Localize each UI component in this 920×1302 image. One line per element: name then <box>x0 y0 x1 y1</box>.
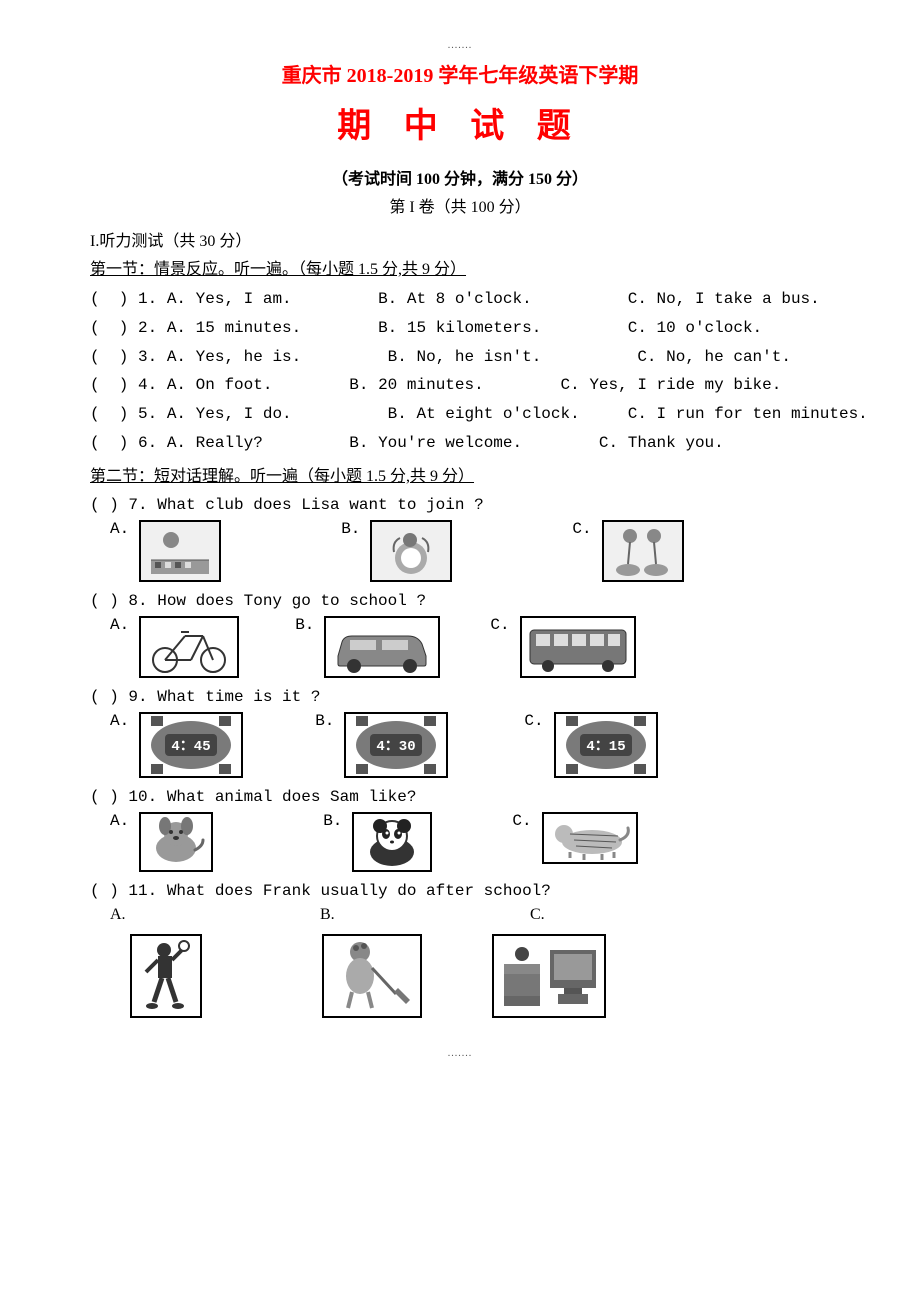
q4-a: On foot. <box>196 376 273 394</box>
q10-a-image <box>139 812 213 872</box>
q11-c-label: C. <box>530 906 545 924</box>
q8-a-label: A. <box>110 616 129 634</box>
q9-b-time: 4：30 <box>377 739 416 755</box>
paper-section-label: 第 I 卷（共 100 分） <box>90 193 830 217</box>
q9-b-label: B. <box>315 712 334 730</box>
q4-num: 4 <box>138 376 148 394</box>
q4: ( ) 4. A. On foot. B. 20 minutes. C. Yes… <box>90 371 830 400</box>
q7-a-label: A. <box>110 520 129 538</box>
q11-labels: A. B. C. <box>90 906 830 924</box>
q1-num: 1 <box>138 290 148 308</box>
q4-c: Yes, I ride my bike. <box>589 376 781 394</box>
q7-option-a: A. <box>110 520 221 582</box>
q10-option-a: A. <box>110 812 213 872</box>
q9-option-a: A. 4：45 <box>110 712 243 778</box>
q1-b: At 8 o'clock. <box>407 290 532 308</box>
q8-c-image <box>520 616 636 678</box>
q8-c-label: C. <box>490 616 509 634</box>
q7-a-image <box>139 520 221 582</box>
q5: ( ) 5. A. Yes, I do. B. At eight o'clock… <box>90 400 830 429</box>
page: ....... 重庆市 2018-2019 学年七年级英语下学期 期 中 试 题… <box>0 0 920 1099</box>
title-line2: 期 中 试 题 <box>90 98 830 147</box>
q7-c-label: C. <box>572 520 591 538</box>
q8-options: A. B. <box>90 616 830 678</box>
q1-c: No, I take a bus. <box>657 290 820 308</box>
q11-a-image <box>130 934 202 1018</box>
q9-b-image: 4：30 <box>344 712 448 778</box>
q10-options: A. B. <box>90 812 830 872</box>
q2-a: 15 minutes. <box>196 319 302 337</box>
q11-text: ( ) 11. What does Frank usually do after… <box>90 882 830 900</box>
q9-option-b: B. 4：30 <box>315 712 448 778</box>
top-dots: ....... <box>90 40 830 51</box>
q6-b: You're welcome. <box>378 434 522 452</box>
q9-a-image: 4：45 <box>139 712 243 778</box>
q9-text: ( ) 9. What time is it ? <box>90 688 830 706</box>
q8-a-image <box>139 616 239 678</box>
q6-c: Thank you. <box>628 434 724 452</box>
q8-b-label: B. <box>295 616 314 634</box>
q10-a-label: A. <box>110 812 129 830</box>
q10-option-c: C. <box>512 812 637 864</box>
q8-option-a: A. <box>110 616 239 678</box>
section1-header: 第一节：情景反应。听一遍。（每小题 1.5 分,共 9 分） <box>90 255 830 279</box>
q1: ( ) 1. A. Yes, I am. B. At 8 o'clock. C.… <box>90 285 830 314</box>
q9-c-label: C. <box>524 712 543 730</box>
q9-c-time: 4：15 <box>586 739 625 755</box>
q10-b-label: B. <box>323 812 342 830</box>
q9-c-image: 4：15 <box>554 712 658 778</box>
q3-b: No, he isn't. <box>416 348 541 366</box>
q3-num: 3 <box>138 348 148 366</box>
q10-text: ( ) 10. What animal does Sam like? <box>90 788 830 806</box>
q7-option-c: C. <box>572 520 683 582</box>
q5-a: Yes, I do. <box>196 405 292 423</box>
q10-c-image <box>542 812 638 864</box>
q7-b-image <box>370 520 452 582</box>
q9-a-time: 4：45 <box>172 739 211 755</box>
q11-a-label: A. <box>110 906 310 924</box>
q3-c: No, he can't. <box>666 348 791 366</box>
listening-header: I.听力测试（共 30 分） <box>90 227 830 251</box>
q7-options: A. B. <box>90 520 830 582</box>
q11-c-image <box>492 934 606 1018</box>
q10-option-b: B. <box>323 812 432 872</box>
q10-b-image <box>352 812 432 872</box>
q4-b: 20 minutes. <box>378 376 484 394</box>
bottom-dots: ....... <box>90 1048 830 1059</box>
q7-c-image <box>602 520 684 582</box>
q11-options <box>90 934 830 1018</box>
q11-b-label: B. <box>320 906 520 924</box>
exam-info: （考试时间 100 分钟，满分 150 分） <box>90 165 830 189</box>
q9-option-c: C. 4：15 <box>524 712 657 778</box>
title-line1: 重庆市 2018-2019 学年七年级英语下学期 <box>90 59 830 88</box>
q9-options: A. 4：45 B. <box>90 712 830 778</box>
q8-b-image <box>324 616 440 678</box>
q9-a-label: A. <box>110 712 129 730</box>
q6: ( ) 6. A. Really? B. You're welcome. C. … <box>90 429 830 458</box>
q10-c-label: C. <box>512 812 531 830</box>
q5-c: I run for ten minutes. <box>657 405 868 423</box>
q7-option-b: B. <box>341 520 452 582</box>
q6-num: 6 <box>138 434 148 452</box>
q2-num: 2 <box>138 319 148 337</box>
q3-a: Yes, he is. <box>196 348 302 366</box>
q8-text: ( ) 8. How does Tony go to school ? <box>90 592 830 610</box>
q8-option-b: B. <box>295 616 440 678</box>
q7-b-label: B. <box>341 520 360 538</box>
q7-text: ( ) 7. What club does Lisa want to join … <box>90 496 830 514</box>
q2-b: 15 kilometers. <box>407 319 541 337</box>
q8-option-c: C. <box>490 616 635 678</box>
q5-b: At eight o'clock. <box>416 405 579 423</box>
q5-num: 5 <box>138 405 148 423</box>
q6-a: Really? <box>196 434 263 452</box>
q2: ( ) 2. A. 15 minutes. B. 15 kilometers. … <box>90 314 830 343</box>
q11-b-image <box>322 934 422 1018</box>
q3: ( ) 3. A. Yes, he is. B. No, he isn't. C… <box>90 343 830 372</box>
q2-c: 10 o'clock. <box>657 319 763 337</box>
q1-a: Yes, I am. <box>196 290 292 308</box>
section2-header: 第二节：短对话理解。听一遍（每小题 1.5 分,共 9 分） <box>90 462 830 486</box>
